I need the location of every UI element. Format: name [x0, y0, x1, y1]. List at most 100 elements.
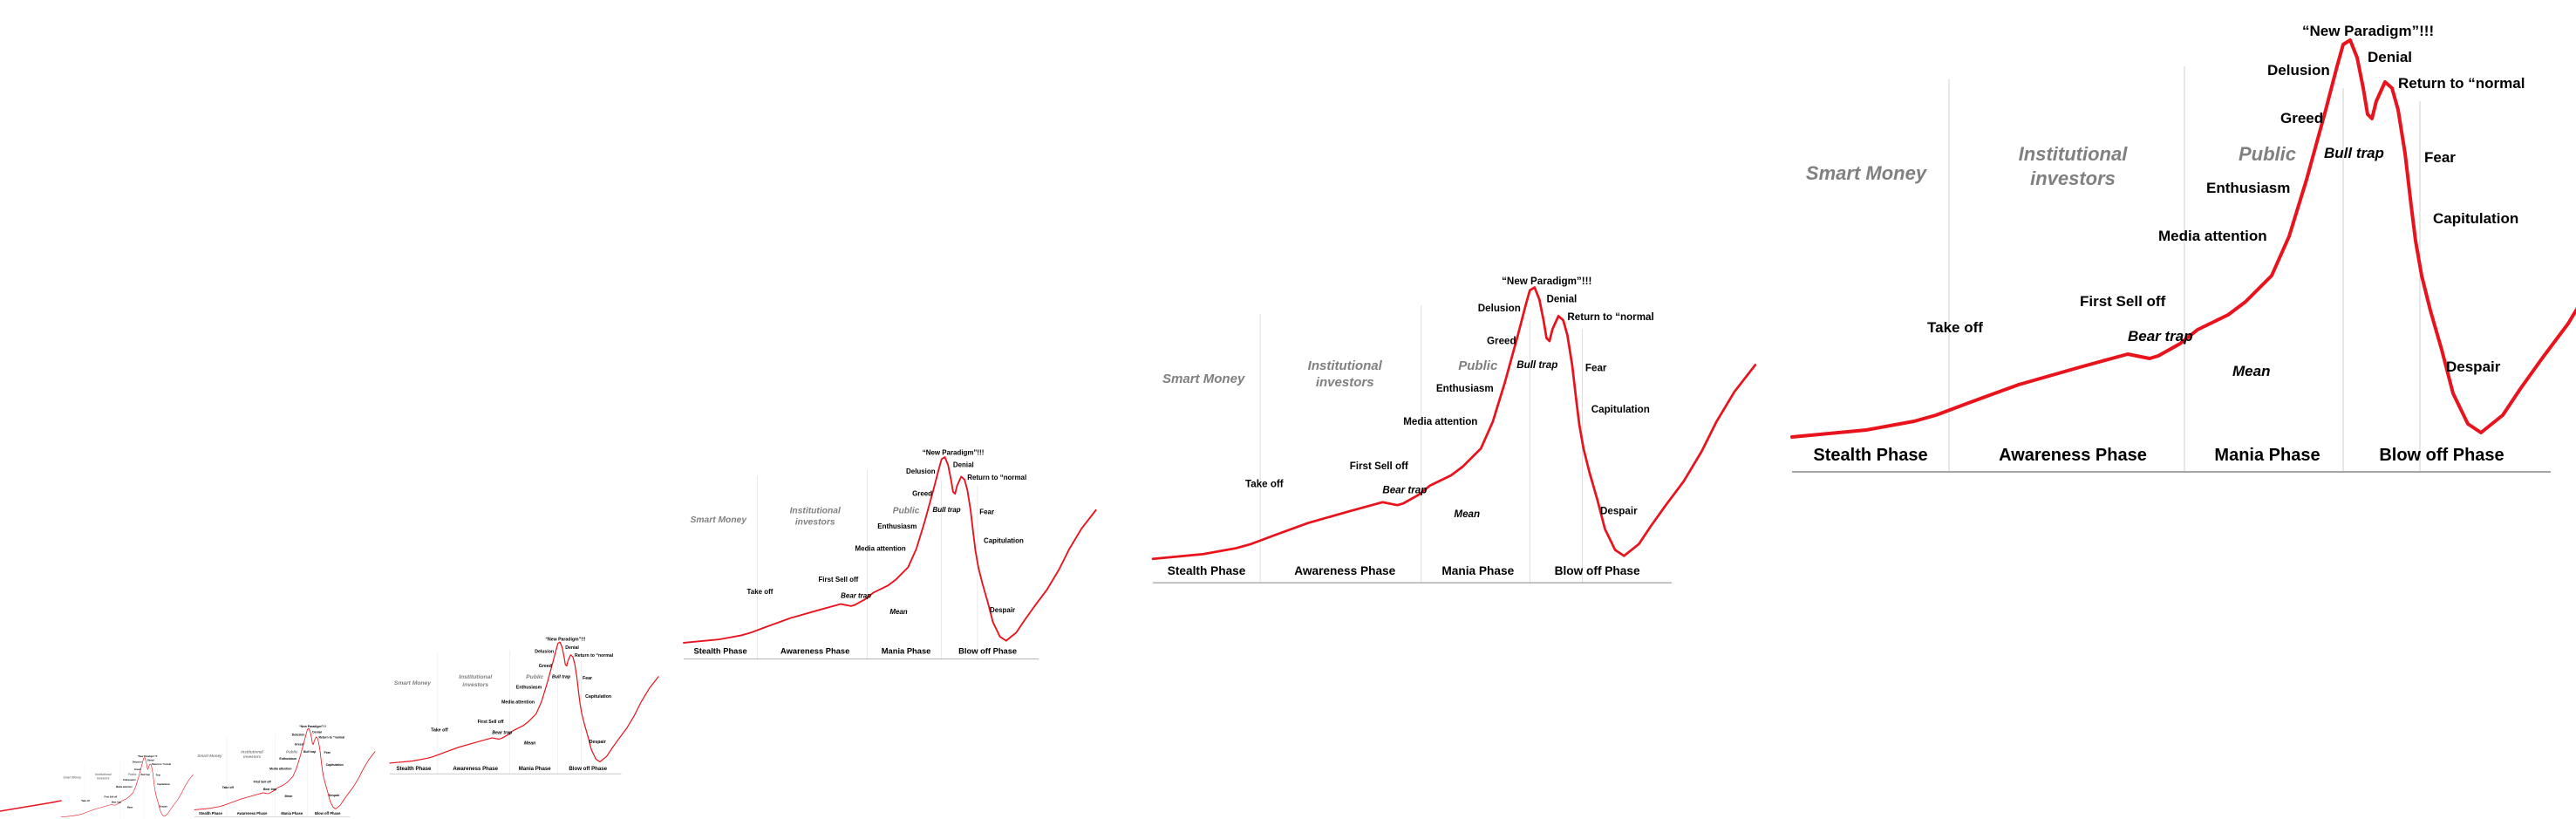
- annotation-take-off: Take off: [222, 786, 235, 789]
- annotation-enthusiasm: Enthusiasm: [279, 757, 296, 761]
- phase-label-mania: Mania Phase: [2214, 446, 2320, 465]
- investor-group-institutional-investors: Institutional investors: [459, 674, 492, 688]
- annotation-first-sell-off: First Sell off: [254, 781, 272, 784]
- investor-group-institutional-investors: Institutional investors: [95, 773, 112, 780]
- phase-label-blow-off: Blow off Phase: [149, 818, 168, 819]
- phase-label-blow-off: Blow off Phase: [1555, 564, 1640, 577]
- annotation-return-normal: Return to “normal: [318, 735, 344, 739]
- phase-label-mania: Mania Phase: [519, 766, 552, 772]
- annotation-fear: Fear: [1585, 362, 1607, 373]
- bubble-price-curve: [60, 757, 194, 818]
- phase-label-awareness: Awareness Phase: [1999, 446, 2147, 465]
- annotation-mean: Mean: [524, 741, 535, 747]
- annotation-greed: Greed: [1487, 336, 1516, 347]
- annotation-new-paradigm: “New Paradigm”!!!: [2302, 23, 2434, 39]
- annotation-bear-trap: Bear trap: [263, 788, 276, 791]
- annotation-bull-trap: Bull trap: [303, 750, 316, 754]
- annotation-bull-trap: Bull trap: [552, 674, 570, 679]
- annotation-greed: Greed: [295, 743, 303, 747]
- investor-group-public: Public: [286, 749, 298, 754]
- annotation-first-sell-off: First Sell off: [478, 720, 504, 725]
- annotation-capitulation: Capitulation: [984, 536, 1024, 544]
- annotation-return-normal: Return to “normal: [1567, 311, 1653, 323]
- annotation-take-off: Take off: [431, 727, 448, 733]
- annotation-first-sell-off: First Sell off: [105, 795, 118, 798]
- investor-group-institutional-investors: Institutional investors: [241, 749, 263, 759]
- annotation-return-normal: Return to “normal: [967, 474, 1026, 481]
- annotation-capitulation: Capitulation: [2433, 210, 2518, 227]
- bubble-diagram-copy-5: “New Paradigm”!!! Denial Delusion Return to…: [194, 725, 376, 817]
- annotation-denial: Denial: [953, 461, 974, 469]
- investor-group-public: Public: [2239, 143, 2296, 165]
- annotation-bear-trap: Bear trap: [1382, 485, 1427, 496]
- investor-group-smart-money: Smart Money: [1806, 162, 1928, 184]
- annotation-media-attention: Media attention: [501, 700, 535, 705]
- annotation-delusion: Delusion: [292, 733, 305, 736]
- annotation-mean: Mean: [2232, 363, 2270, 379]
- annotation-enthusiasm: Enthusiasm: [2206, 180, 2290, 196]
- phase-label-awareness: Awareness Phase: [780, 647, 849, 656]
- investor-group-institutional-investors: Institutional investors: [1308, 358, 1383, 390]
- annotation-return-normal: Return to “normal: [575, 653, 614, 659]
- annotation-enthusiasm: Enthusiasm: [123, 778, 136, 781]
- phase-label-awareness: Awareness Phase: [237, 811, 268, 816]
- annotation-media-attention: Media attention: [855, 545, 906, 553]
- phase-label-blow-off: Blow off Phase: [958, 647, 1017, 656]
- annotation-delusion: Delusion: [906, 468, 936, 475]
- annotation-mean: Mean: [889, 608, 907, 616]
- annotation-fear: Fear: [583, 676, 592, 681]
- annotation-despair: Despair: [1600, 505, 1638, 516]
- phase-label-mania: Mania Phase: [1441, 564, 1514, 577]
- annotation-enthusiasm: Enthusiasm: [1436, 383, 1494, 394]
- annotation-denial: Denial: [1546, 294, 1577, 305]
- annotation-first-sell-off: First Sell off: [2080, 293, 2166, 310]
- annotation-media-attention: Media attention: [269, 767, 291, 770]
- annotation-new-paradigm: “New Paradigm”!!!: [923, 449, 985, 457]
- annotation-take-off: Take off: [1927, 319, 1983, 336]
- annotation-despair: Despair: [990, 606, 1015, 614]
- annotation-media-attention: Media attention: [116, 785, 133, 788]
- annotation-enthusiasm: Enthusiasm: [877, 522, 917, 530]
- annotation-bear-trap: Bear trap: [492, 730, 512, 735]
- bubble-price-curve: [1151, 286, 1757, 561]
- annotation-denial: Denial: [565, 645, 579, 651]
- annotation-delusion: Delusion: [2267, 62, 2330, 78]
- annotation-denial: Denial: [312, 730, 321, 734]
- annotation-bull-trap: Bull trap: [932, 506, 960, 514]
- annotation-mean: Mean: [127, 805, 133, 809]
- investor-group-smart-money: Smart Money: [197, 754, 222, 758]
- annotation-media-attention: Media attention: [2158, 228, 2267, 244]
- annotation-bear-trap: Bear trap: [112, 800, 122, 803]
- bubble-diagram-copy-1: “New Paradigm”!!! Denial Delusion Return to…: [1790, 23, 2576, 473]
- phase-label-mania: Mania Phase: [125, 818, 141, 819]
- bubble-price-curve: [683, 456, 1097, 644]
- annotation-delusion: Delusion: [133, 761, 142, 764]
- bubble-diagram-copy-4: “New Paradigm”!!! Denial Delusion Return to…: [389, 638, 659, 775]
- phase-label-awareness: Awareness Phase: [92, 818, 115, 819]
- bubble-diagram-copy-2: “New Paradigm”!!! Denial Delusion Return to…: [1151, 276, 1757, 584]
- annotation-capitulation: Capitulation: [326, 763, 344, 767]
- bubble-price-curve: [194, 727, 376, 810]
- annotation-new-paradigm: “New Paradigm”!!!: [138, 754, 158, 758]
- annotation-bear-trap: Bear trap: [841, 592, 871, 600]
- investor-group-public: Public: [893, 507, 920, 516]
- annotation-first-sell-off: First Sell off: [1350, 461, 1408, 472]
- annotation-enthusiasm: Enthusiasm: [516, 686, 542, 691]
- annotation-despair: Despair: [160, 805, 167, 809]
- phase-label-blow-off: Blow off Phase: [569, 766, 607, 772]
- annotation-return-normal: Return to “normal: [152, 762, 171, 766]
- annotation-capitulation: Capitulation: [157, 782, 170, 786]
- phase-label-stealth: Stealth Phase: [199, 811, 223, 816]
- annotation-mean: Mean: [1454, 508, 1480, 520]
- investor-group-public: Public: [1458, 358, 1498, 373]
- phase-label-awareness: Awareness Phase: [1294, 564, 1395, 577]
- annotation-new-paradigm: “New Paradigm”!!!: [545, 638, 585, 643]
- annotation-delusion: Delusion: [535, 649, 554, 654]
- annotation-capitulation: Capitulation: [1591, 404, 1650, 415]
- annotation-greed: Greed: [2280, 110, 2323, 126]
- annotation-take-off: Take off: [1245, 479, 1284, 490]
- annotation-new-paradigm: “New Paradigm”!!!: [299, 725, 326, 728]
- annotation-greed: Greed: [134, 768, 141, 771]
- annotation-greed: Greed: [912, 490, 932, 498]
